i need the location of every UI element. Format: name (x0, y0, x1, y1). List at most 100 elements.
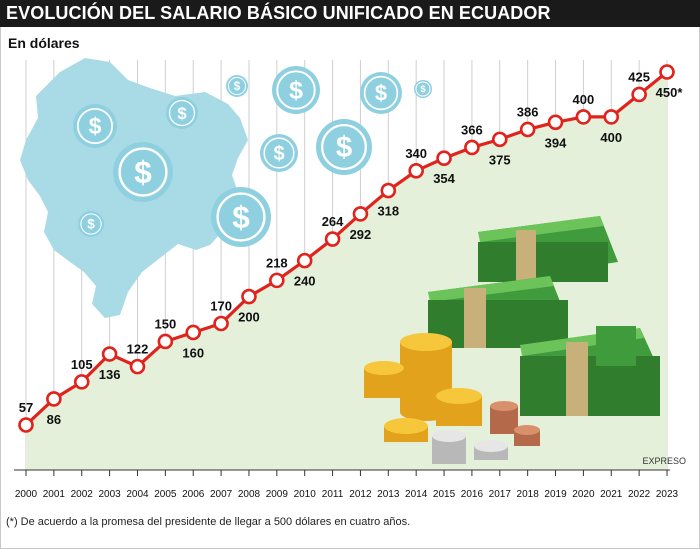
data-labels: 57 86 105 136 122 150 160 170 200 218 240 264 292 318… (19, 69, 684, 426)
dollar-coin-icon: $ (414, 80, 432, 98)
data-point (436, 150, 452, 167)
x-tick-label: 2000 (15, 489, 38, 500)
data-point (547, 114, 564, 131)
x-tick-label: 2015 (433, 489, 456, 500)
svg-text:$: $ (177, 104, 187, 123)
x-tick-label: 2017 (489, 489, 512, 500)
chart-title: EVOLUCIÓN DEL SALARIO BÁSICO UNIFICADO E… (0, 0, 700, 27)
data-point (659, 64, 675, 80)
data-point (73, 374, 90, 390)
data-label: 354 (433, 171, 455, 186)
data-point (241, 288, 257, 305)
data-label: 340 (405, 146, 427, 161)
data-point (18, 417, 34, 433)
x-tick-label: 2001 (43, 489, 66, 500)
area-fill-shape (26, 72, 667, 470)
dollar-coin-icon: $ (78, 211, 104, 237)
data-label: 105 (71, 357, 93, 372)
data-label: 400 (600, 130, 622, 145)
dollar-coin-icon: $ (316, 119, 372, 175)
data-point (157, 333, 174, 350)
dollar-coin-icon: $ (166, 97, 198, 129)
data-point (185, 324, 202, 341)
svg-text:$: $ (89, 113, 102, 139)
data-label: 150 (154, 316, 176, 331)
svg-text:$: $ (420, 84, 426, 95)
data-point (380, 182, 397, 199)
footnote: (*) De acuerdo a la promesa del presiden… (6, 516, 411, 528)
area-fill (26, 72, 667, 470)
x-tick-label: 2003 (98, 489, 121, 500)
data-label: 240 (294, 274, 316, 289)
x-axis-ticks: 2000 2001 2002 2003 2004 2005 2006 2007 2008 2009… (15, 470, 679, 500)
data-label: 86 (47, 412, 61, 427)
x-tick-label: 2014 (405, 489, 428, 500)
x-tick-label: 2011 (322, 489, 344, 500)
data-label: 122 (127, 342, 149, 357)
data-label: 200 (238, 310, 260, 325)
data-point (352, 206, 369, 222)
dollar-coin-icon: $ (272, 66, 320, 114)
data-point (46, 391, 62, 407)
dollar-coin-icon: $ (226, 75, 248, 97)
money-stack-icon (428, 216, 660, 416)
x-tick-label: 2020 (572, 489, 595, 500)
data-label: 366 (461, 122, 483, 137)
data-point (631, 86, 647, 103)
svg-text:$: $ (289, 77, 303, 105)
source-credit: EXPRESO (642, 456, 686, 466)
svg-text:$: $ (134, 154, 152, 190)
x-tick-label: 2002 (71, 489, 94, 500)
data-point (129, 358, 146, 375)
dollar-coin-icon: $ (113, 142, 173, 202)
data-label: 394 (545, 135, 567, 150)
data-label: 425 (628, 69, 650, 84)
data-point (575, 109, 592, 125)
data-label: 218 (266, 255, 288, 270)
data-label: 57 (19, 400, 33, 415)
svg-text:$: $ (336, 131, 352, 164)
x-tick-label: 2013 (377, 489, 400, 500)
x-tick-label: 2012 (349, 489, 372, 500)
gold-coin-icon (364, 333, 540, 464)
data-point (408, 163, 424, 179)
svg-text:$: $ (375, 81, 387, 106)
x-tick-label: 2005 (154, 489, 177, 500)
svg-text:$: $ (234, 81, 241, 93)
x-tick-label: 2019 (544, 489, 567, 500)
x-tick-label: 2007 (210, 489, 233, 500)
x-tick-label: 2023 (656, 489, 679, 500)
data-label: 292 (350, 227, 372, 242)
data-point (296, 252, 313, 269)
data-point (324, 231, 341, 247)
data-point (213, 315, 229, 332)
x-tick-label: 2006 (182, 489, 205, 500)
data-label: 170 (210, 299, 232, 314)
data-label: 375 (489, 152, 511, 167)
dollar-coin-icon: $ (360, 72, 402, 114)
chart-subtitle: En dólares (8, 35, 80, 51)
x-tick-label: 2009 (266, 489, 289, 500)
x-tick-label: 2021 (600, 489, 623, 500)
x-tick-label: 2008 (238, 489, 261, 500)
data-point (603, 109, 620, 125)
data-label: 318 (377, 204, 399, 219)
data-label: 136 (99, 367, 121, 382)
svg-text:$: $ (232, 199, 250, 235)
data-point (101, 346, 118, 362)
x-tick-label: 2022 (628, 489, 651, 500)
x-tick-label: 2016 (461, 489, 484, 500)
data-point (269, 272, 285, 289)
dollar-coin-icon: $ (211, 187, 271, 247)
data-point (464, 139, 480, 156)
svg-text:$: $ (273, 143, 284, 165)
data-label: 264 (322, 214, 344, 229)
data-label: 450* (656, 85, 684, 100)
dollar-coin-icon: $ (260, 134, 298, 172)
series-points (18, 64, 675, 433)
dollar-coin-icon: $ (73, 104, 117, 148)
data-label: 160 (182, 345, 204, 360)
data-label: 400 (573, 92, 595, 107)
data-point (519, 121, 536, 138)
